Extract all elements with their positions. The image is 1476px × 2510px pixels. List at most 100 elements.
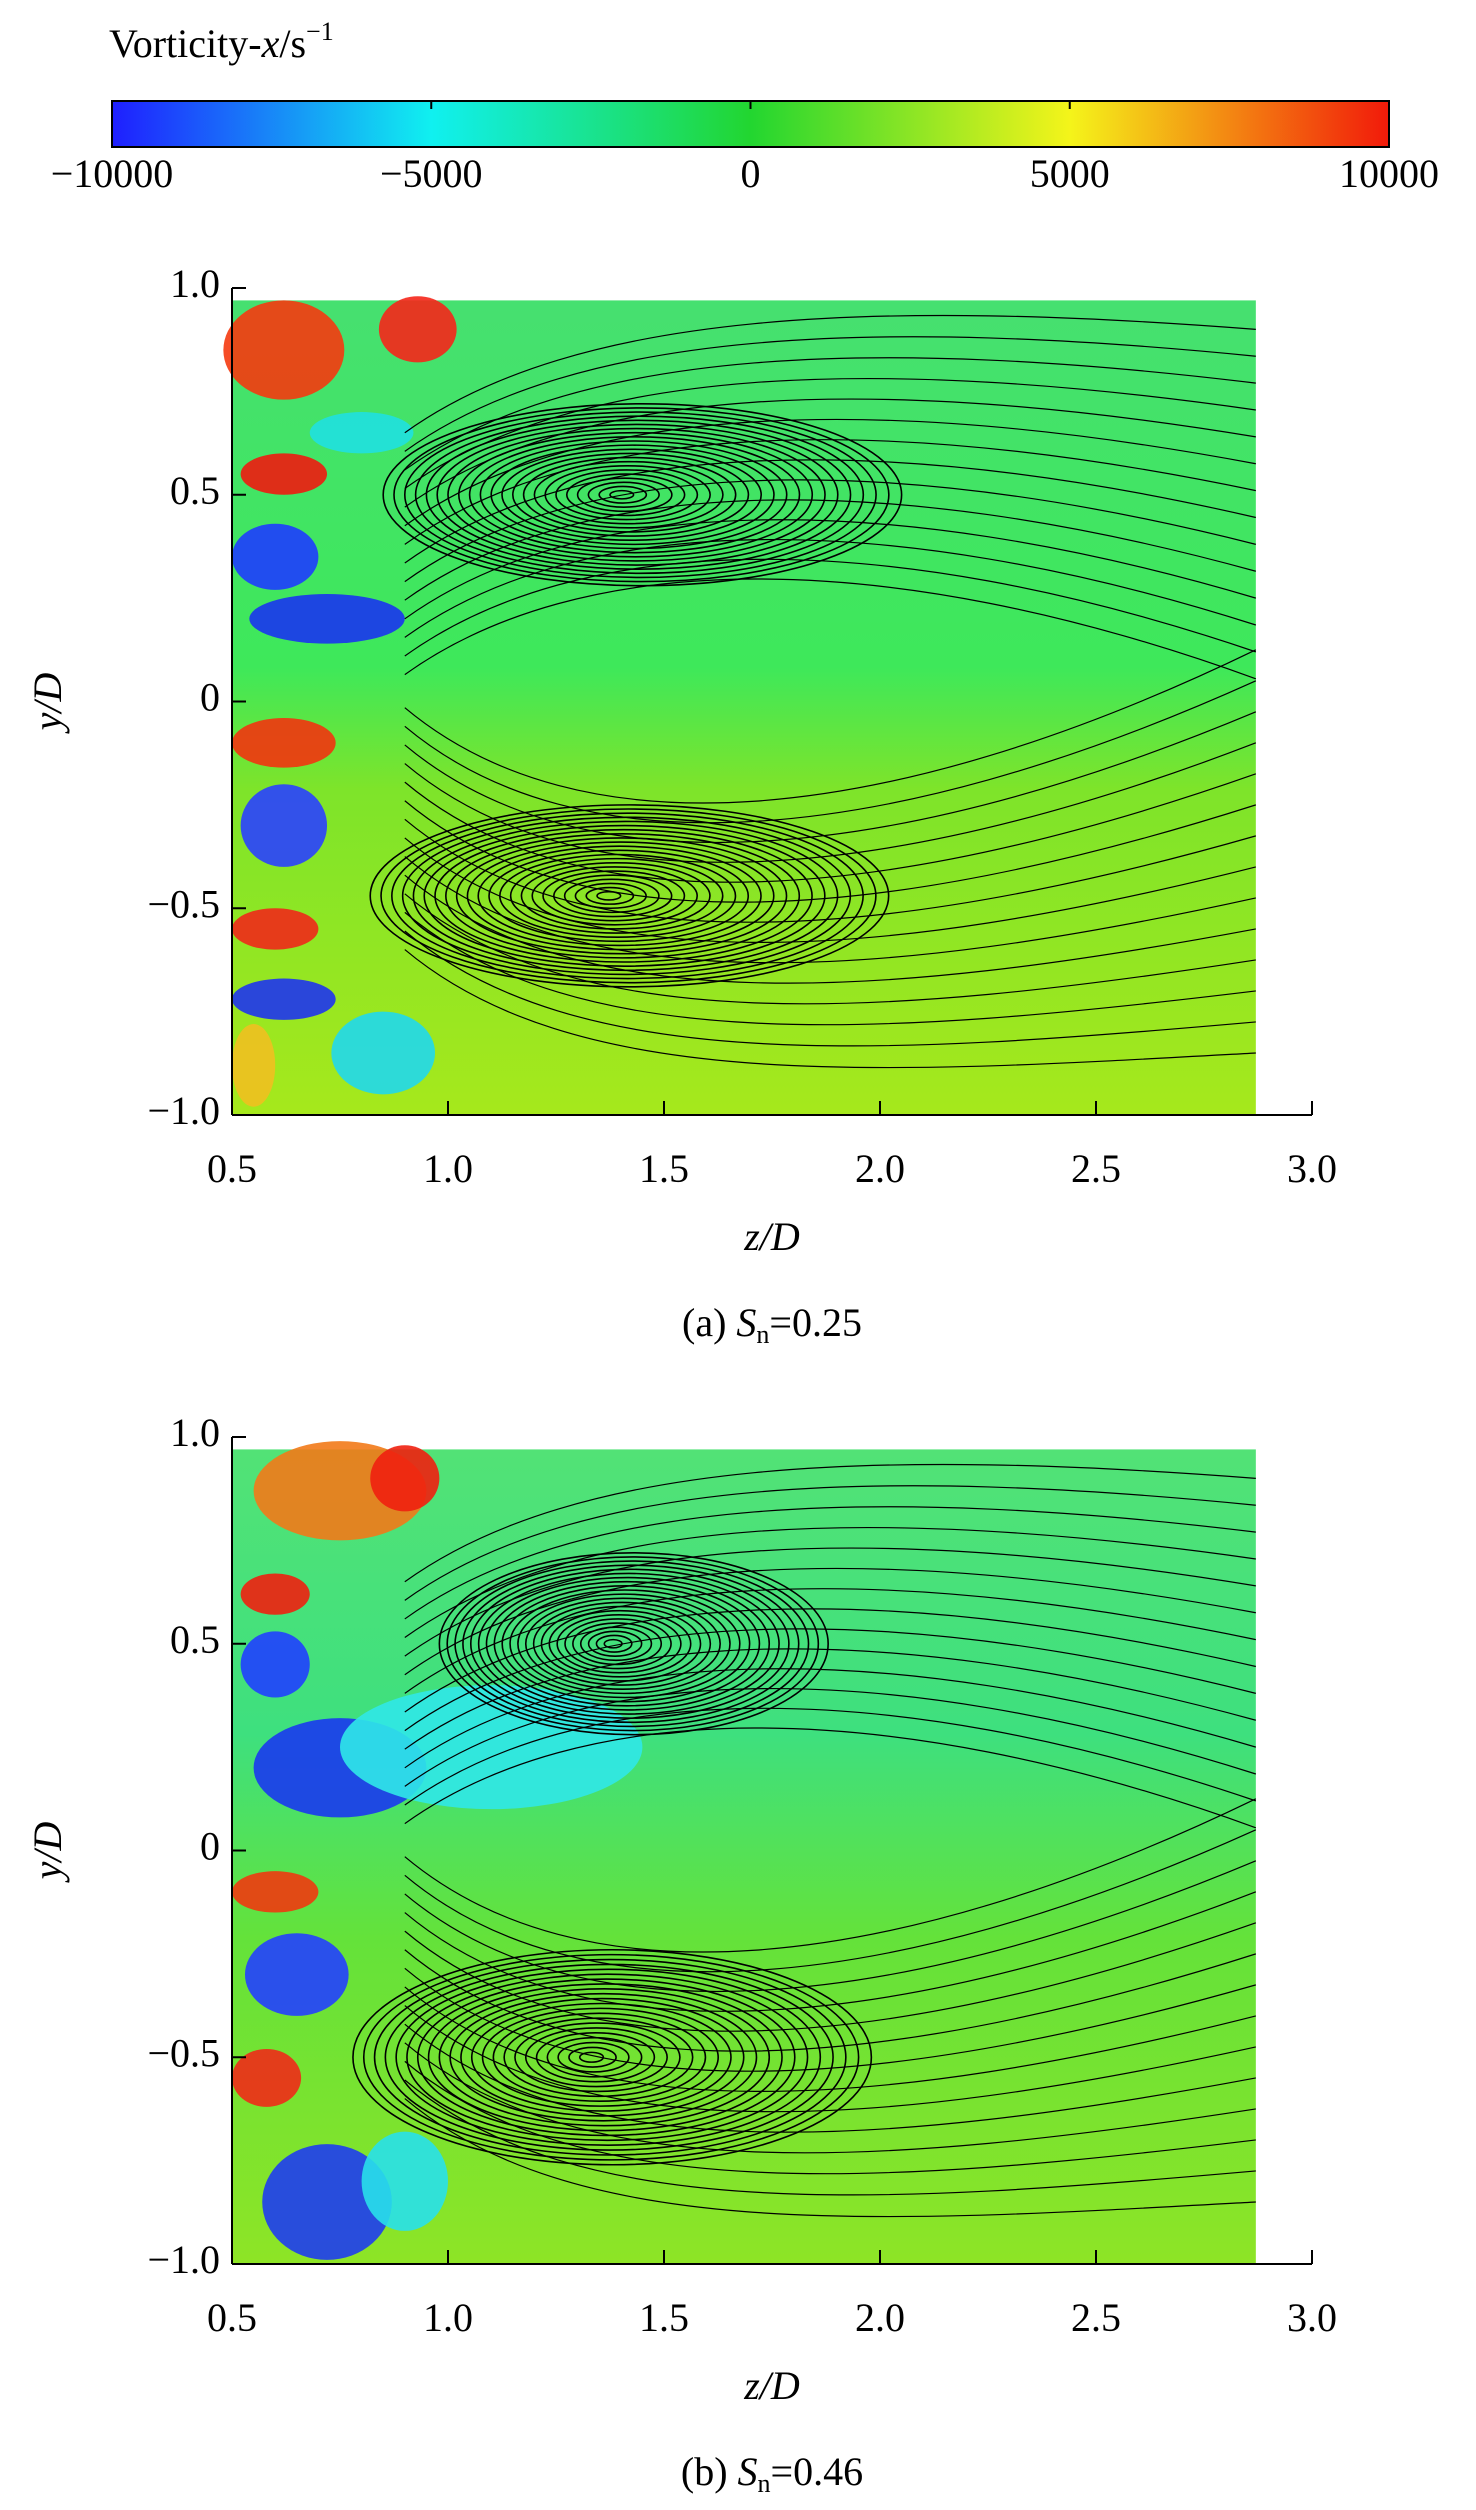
streamline (490, 444, 775, 546)
label-part: x (261, 21, 280, 66)
streamline (404, 1922, 1257, 2032)
streamline (404, 314, 1256, 434)
vorticity-patch (232, 908, 319, 950)
streamline (391, 812, 864, 980)
streamline (585, 886, 635, 905)
streamline (557, 2041, 630, 2073)
caption: (b) Sn=0.46 (681, 2449, 863, 2498)
streamline (404, 1628, 1256, 1732)
streamline (524, 1597, 721, 1691)
streamline (438, 1988, 771, 2127)
colorbar-tick-label: 0 (741, 151, 761, 196)
streamline (404, 649, 1257, 804)
streamline (404, 930, 1256, 1047)
x-axis-label: z/D (743, 1214, 800, 1259)
streamline (404, 398, 1256, 508)
streamline (501, 1585, 751, 1703)
vorticity-patch (361, 2131, 448, 2231)
streamline (404, 911, 1256, 1026)
streamline (595, 1634, 633, 1653)
vorticity-patch (232, 523, 319, 590)
streamline (553, 874, 673, 918)
streamline (404, 2042, 1256, 2154)
vorticity-patch (262, 2144, 392, 2260)
vorticity-patch (249, 593, 405, 644)
streamline (477, 845, 762, 947)
streamline (542, 870, 686, 922)
y-tick-label: 1.0 (170, 261, 220, 306)
streamline (395, 1968, 822, 2147)
y-tick-label: 0.5 (170, 468, 220, 513)
streamline (574, 882, 647, 910)
streamline (404, 1727, 1257, 1829)
streamline (404, 499, 1256, 601)
streamline (555, 469, 699, 521)
vorticity-patch (370, 1445, 440, 1512)
x-tick-label: 0.5 (207, 1146, 257, 1191)
streamline (404, 2098, 1256, 2218)
streamline (438, 1551, 829, 1736)
streamline (445, 833, 801, 959)
streamline (434, 828, 813, 963)
streamline (404, 1506, 1256, 1620)
streamline (503, 2017, 694, 2098)
streamline (404, 1986, 1256, 2092)
streamline (532, 1601, 712, 1686)
streamline (404, 377, 1256, 490)
caption: (a) Sn=0.25 (682, 1300, 862, 1349)
streamline (404, 1668, 1257, 1769)
caption-part: =0.25 (769, 1300, 862, 1345)
streamline (404, 1798, 1257, 1953)
streamline (382, 402, 903, 587)
streamline (455, 837, 788, 955)
streamline (436, 423, 839, 566)
y-tick-label: 0 (200, 1824, 220, 1869)
streamline (556, 1614, 682, 1674)
colorbar-tick-label: 5000 (1030, 151, 1110, 196)
y-tick-label: 0 (200, 675, 220, 720)
vorticity-patch (240, 1573, 310, 1615)
streamline (404, 1648, 1256, 1750)
streamline (572, 1622, 663, 1666)
streamline (517, 1593, 731, 1695)
label-part: /s (279, 21, 306, 66)
colorbar-tick-label: −10000 (51, 151, 174, 196)
x-tick-label: 1.0 (423, 1146, 473, 1191)
streamline (404, 578, 1257, 680)
streamline (404, 519, 1257, 620)
streamline (485, 1576, 771, 1711)
streamline (404, 558, 1257, 657)
vorticity-patch (232, 2048, 302, 2107)
streamline (488, 849, 750, 943)
streamline (447, 427, 826, 562)
vorticity-patch (240, 784, 328, 867)
streamline (579, 1626, 653, 1662)
streamline (609, 489, 635, 500)
y-tick-label: −1.0 (147, 2237, 220, 2282)
streamline (404, 1567, 1256, 1676)
streamline (404, 800, 1257, 903)
streamline (404, 2060, 1256, 2175)
streamline (404, 1860, 1257, 1993)
streamline (479, 440, 788, 550)
streamline (404, 1891, 1257, 2012)
streamline (404, 1829, 1257, 1973)
field (232, 1441, 1257, 2264)
streamline (511, 452, 750, 537)
streamline (563, 878, 660, 914)
streamline (404, 1608, 1256, 1713)
streamline (576, 477, 673, 513)
streamline (564, 1618, 672, 1670)
streamline (404, 874, 1256, 984)
streamline (531, 866, 698, 926)
streamline (404, 742, 1257, 863)
streamline (404, 2023, 1256, 2133)
streamline (404, 2079, 1256, 2196)
streamline (481, 2007, 719, 2107)
vorticity-patch (232, 1871, 319, 1913)
caption-part: (a) (682, 1300, 736, 1345)
y-axis-label: y/D (25, 673, 70, 735)
field (223, 296, 1257, 1115)
streamline (404, 1463, 1256, 1583)
streamline (423, 824, 826, 967)
